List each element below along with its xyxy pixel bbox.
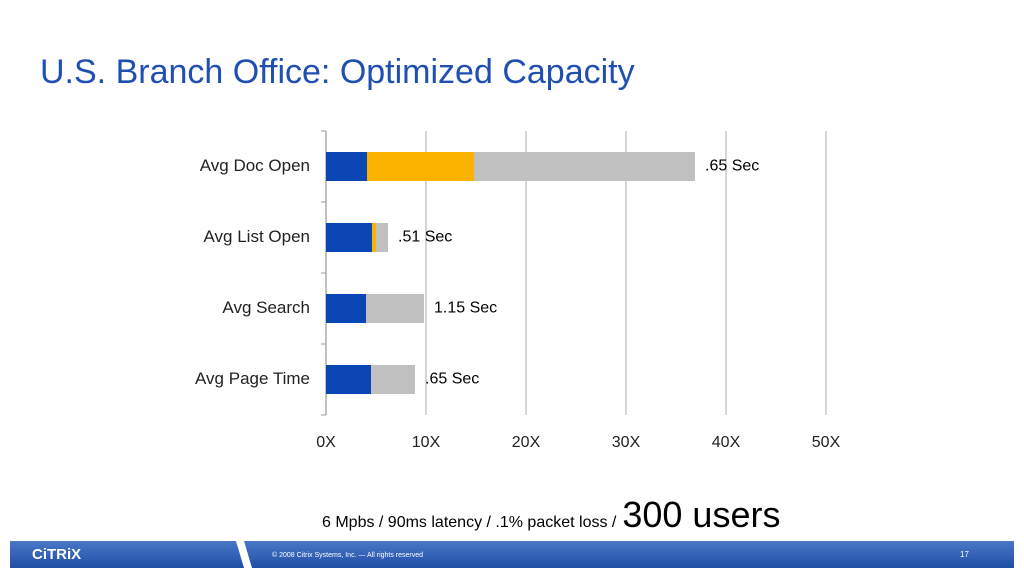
bar-annotation: .65 Sec [705, 158, 759, 175]
footnote: 6 Mpbs / 90ms latency / .1% packet loss … [322, 494, 780, 535]
page-number: 17 [960, 550, 969, 559]
category-label: Avg Doc Open [200, 156, 310, 175]
bar-segment [366, 294, 424, 323]
bar-segment [326, 365, 371, 394]
x-tick-label: 10X [412, 434, 441, 451]
bar-segment [376, 223, 388, 252]
footer-logo: CiTRiX [32, 546, 81, 563]
category-label: Avg Page Time [195, 369, 310, 388]
bar-annotation: .65 Sec [425, 371, 479, 388]
bar-annotation: .51 Sec [398, 229, 452, 246]
category-label: Avg List Open [204, 227, 310, 246]
category-label: Avg Search [222, 298, 310, 317]
bar-segment [326, 223, 372, 252]
bar-segment [371, 365, 415, 394]
slide-title: U.S. Branch Office: Optimized Capacity [40, 53, 635, 91]
x-tick-label: 30X [612, 434, 641, 451]
footer-divider [236, 541, 252, 568]
x-tick-label: 0X [316, 434, 336, 451]
note-emphasis: 300 users [622, 494, 780, 535]
footer-copyright: © 2008 Citrix Systems, Inc. — All rights… [272, 551, 423, 559]
bar-segment [326, 294, 366, 323]
bar-segment [326, 152, 367, 181]
x-tick-label: 50X [812, 434, 841, 451]
note-text: 6 Mpbs / 90ms latency / .1% packet loss … [322, 514, 617, 531]
bar-annotation: 1.15 Sec [434, 300, 497, 317]
x-tick-label: 20X [512, 434, 541, 451]
x-tick-label: 40X [712, 434, 741, 451]
bar-segment [367, 152, 474, 181]
footer-bar [10, 541, 1014, 568]
bar-segment [474, 152, 695, 181]
bar-segment [372, 223, 376, 252]
